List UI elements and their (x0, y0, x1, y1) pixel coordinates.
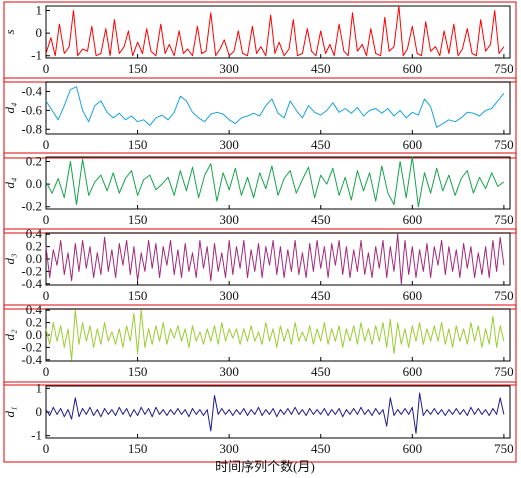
x-tick-label: 450 (311, 212, 331, 227)
panel-frame (3, 1, 517, 83)
subplot-2: -0.4 -0.6 -0.80 150 300 450 600 750 d₄ (2, 77, 517, 159)
x-tick-label: 450 (311, 441, 331, 456)
y-axis-label: d₂ (2, 329, 17, 341)
x-tick-label: 300 (219, 137, 239, 152)
y-tick-label: 0.2 (26, 154, 42, 169)
y-tick-label: 0.4 (26, 302, 43, 317)
x-tick-label: 750 (494, 288, 514, 303)
series-line (45, 5, 505, 57)
subplot-3: 0.2 0.0 -0.20 150 300 450 600 750 d₄ (2, 152, 517, 234)
y-tick-label: -0.2 (21, 199, 42, 214)
y-tick-label: -0.2 (21, 263, 42, 278)
x-tick-label: 300 (219, 441, 239, 456)
x-tick-label: 0 (43, 137, 50, 152)
x-tick-label: 0 (43, 288, 50, 303)
series-line (45, 86, 505, 128)
x-tick-label: 600 (403, 137, 423, 152)
series-line (45, 156, 505, 208)
x-tick-label: 450 (311, 288, 331, 303)
x-tick-label: 750 (494, 61, 514, 76)
x-tick-label: 750 (494, 364, 514, 379)
y-axis-label: s (2, 29, 17, 34)
x-tick-label: 0 (43, 61, 50, 76)
x-tick-label: 150 (128, 212, 148, 227)
subplot-5: 0.40.20.0-0.2-0.40 150 300 450 600 750 d₂ (2, 302, 517, 386)
y-axis-label: d₄ (2, 177, 17, 189)
x-tick-label: 300 (219, 212, 239, 227)
x-tick-label: 150 (128, 364, 148, 379)
x-tick-label: 600 (403, 364, 423, 379)
x-tick-label: 150 (128, 61, 148, 76)
panel-frame (3, 381, 517, 463)
series-line (45, 309, 505, 361)
x-tick-label: 600 (403, 212, 423, 227)
y-tick-label: 1 (36, 3, 43, 18)
x-tick-label: 600 (403, 61, 423, 76)
x-tick-label: 600 (403, 441, 423, 456)
y-tick-label: 0.0 (26, 176, 42, 191)
x-tick-label: 0 (43, 364, 50, 379)
y-tick-label: -0.4 (21, 276, 42, 291)
panel-frame (3, 152, 517, 234)
x-tick-label: 150 (128, 288, 148, 303)
y-tick-label: 0.4 (26, 226, 43, 241)
y-tick-label: 0.2 (26, 315, 42, 330)
series-line (45, 233, 505, 285)
x-tick-label: 300 (219, 288, 239, 303)
panel-frame (3, 228, 517, 310)
x-tick-label: 600 (403, 288, 423, 303)
y-tick-label: 1 (36, 380, 43, 395)
x-tick-label: 450 (311, 61, 331, 76)
x-tick-label: 150 (128, 441, 148, 456)
x-tick-label: 450 (311, 364, 331, 379)
x-tick-label: 450 (311, 137, 331, 152)
x-tick-label: 300 (219, 364, 239, 379)
x-tick-label: 300 (219, 61, 239, 76)
y-tick-label: -1 (31, 48, 42, 63)
x-tick-label: 750 (494, 137, 514, 152)
y-tick-label: -0.2 (21, 339, 42, 354)
series-line (45, 392, 505, 434)
axes-box (45, 5, 511, 59)
axes-box (45, 156, 511, 210)
y-tick-label: -0.4 (21, 83, 42, 98)
y-axis-label: d₃ (2, 253, 17, 264)
y-tick-label: -0.4 (21, 352, 42, 367)
panel-frame (3, 77, 517, 159)
x-tick-label: 0 (43, 441, 50, 456)
x-axis-title: 时间序列个数(月) (215, 459, 315, 474)
subplot-4: 0.40.20.0-0.2-0.40 150 300 450 600 750 d₃ (2, 226, 517, 310)
x-tick-label: 0 (43, 212, 50, 227)
y-tick-label: -0.8 (21, 121, 42, 136)
y-axis-label: d₄ (2, 102, 17, 114)
axes-box (45, 308, 511, 362)
y-tick-label: 0.0 (26, 327, 42, 342)
y-tick-label: 0.2 (26, 239, 42, 254)
axes-box (45, 81, 511, 135)
y-axis-label: d₁ (2, 406, 17, 417)
y-tick-label: -1 (31, 428, 42, 443)
y-tick-label: 0.0 (26, 251, 42, 266)
x-tick-label: 750 (494, 441, 514, 456)
panel-frame (3, 304, 517, 386)
x-tick-label: 150 (128, 137, 148, 152)
x-tick-label: 750 (494, 212, 514, 227)
y-tick-label: -0.6 (21, 102, 42, 117)
y-tick-label: 0 (36, 25, 43, 40)
y-tick-label: 0 (36, 404, 43, 419)
